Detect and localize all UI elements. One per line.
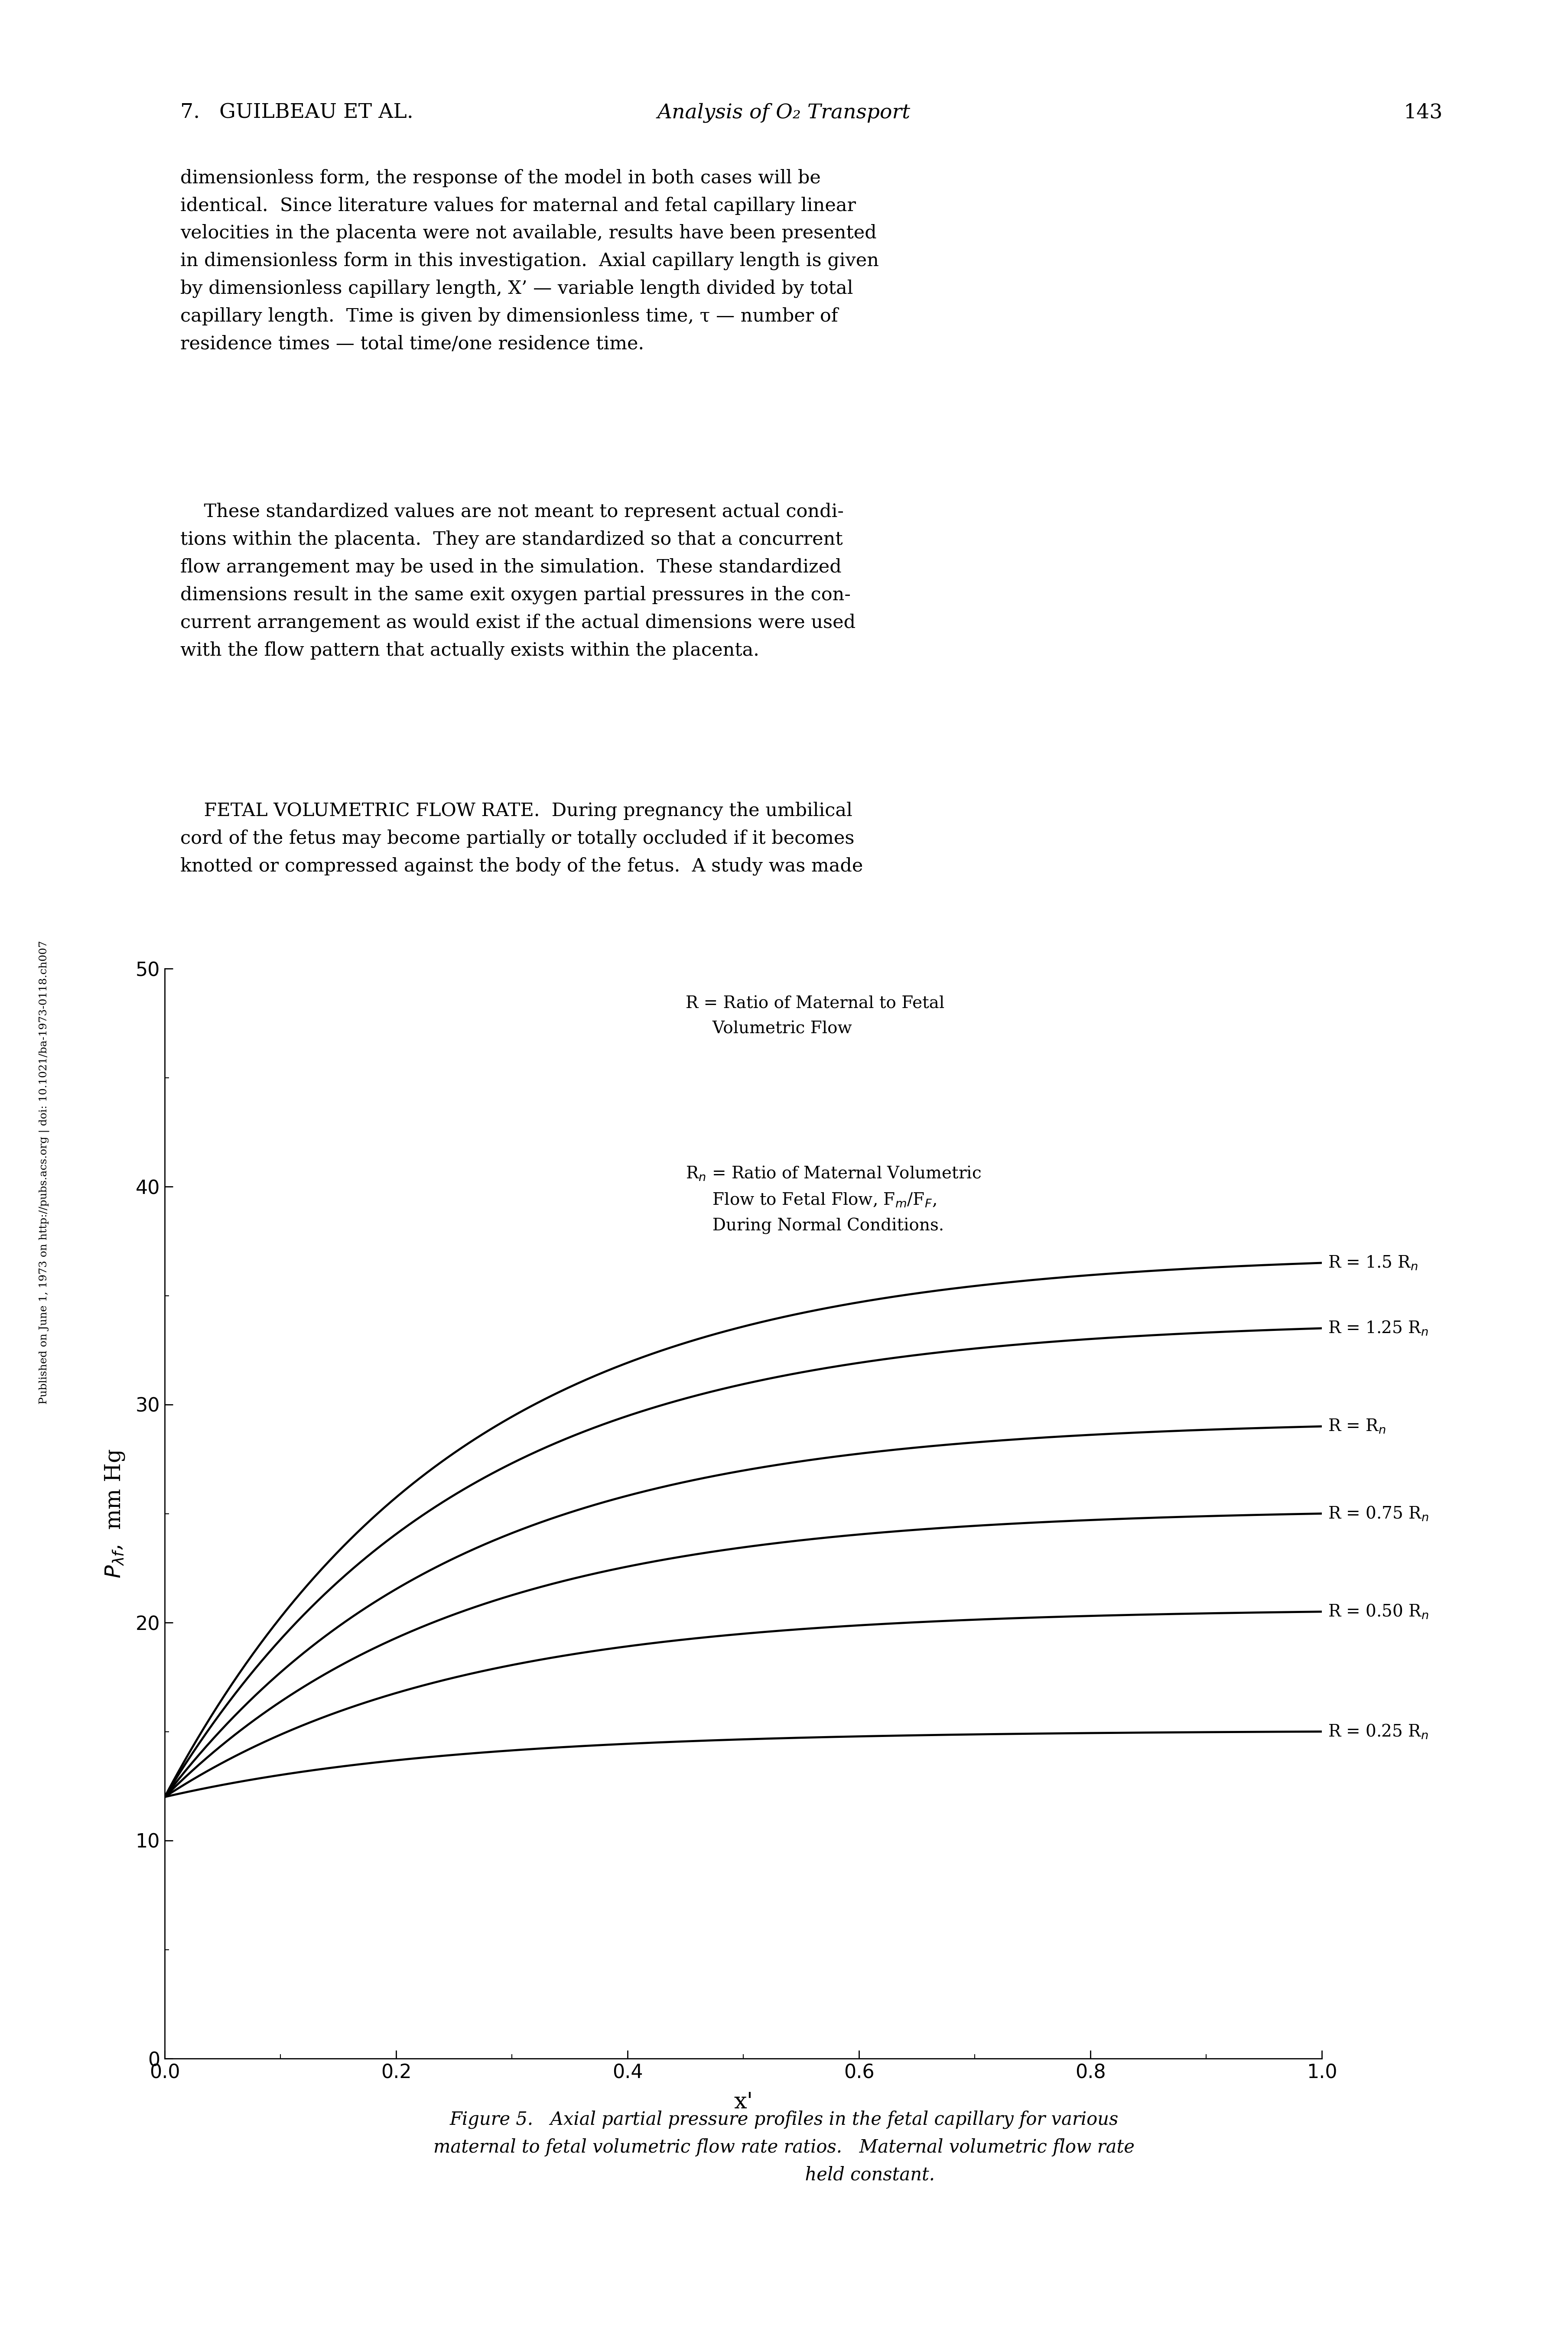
Text: Figure 5.   Axial partial pressure profiles in the fetal capillary for various
m: Figure 5. Axial partial pressure profile… — [433, 2111, 1135, 2183]
Text: 143: 143 — [1403, 103, 1443, 122]
Text: 7.   GUILBEAU ET AL.: 7. GUILBEAU ET AL. — [180, 103, 414, 122]
Text: R = 1.5 R$_n$: R = 1.5 R$_n$ — [1328, 1255, 1417, 1271]
Text: R = Ratio of Maternal to Fetal
     Volumetric Flow: R = Ratio of Maternal to Fetal Volumetri… — [685, 997, 944, 1036]
Text: FETAL VOLUMETRIC FLOW RATE.  During pregnancy the umbilical
cord of the fetus ma: FETAL VOLUMETRIC FLOW RATE. During pregn… — [180, 802, 862, 875]
Text: R = 0.75 R$_n$: R = 0.75 R$_n$ — [1328, 1505, 1428, 1522]
Text: R = 0.25 R$_n$: R = 0.25 R$_n$ — [1328, 1724, 1428, 1740]
Text: R = 0.50 R$_n$: R = 0.50 R$_n$ — [1328, 1604, 1428, 1620]
Text: R = R$_n$: R = R$_n$ — [1328, 1419, 1386, 1435]
Text: Analysis of O₂ Transport: Analysis of O₂ Transport — [657, 103, 911, 122]
Text: These standardized values are not meant to represent actual condi-
tions within : These standardized values are not meant … — [180, 502, 856, 659]
Text: dimensionless form, the response of the model in both cases will be
identical.  : dimensionless form, the response of the … — [180, 169, 880, 354]
Y-axis label: $P_{\lambda f}$,  mm Hg: $P_{\lambda f}$, mm Hg — [103, 1449, 127, 1578]
Text: R$_n$ = Ratio of Maternal Volumetric
     Flow to Fetal Flow, F$_m$/F$_F$,
     : R$_n$ = Ratio of Maternal Volumetric Flo… — [685, 1165, 982, 1233]
Text: R = 1.25 R$_n$: R = 1.25 R$_n$ — [1328, 1320, 1428, 1337]
Text: Published on June 1, 1973 on http://pubs.acs.org | doi: 10.1021/ba-1973-0118.ch0: Published on June 1, 1973 on http://pubs… — [39, 940, 49, 1405]
X-axis label: x': x' — [734, 2092, 753, 2113]
